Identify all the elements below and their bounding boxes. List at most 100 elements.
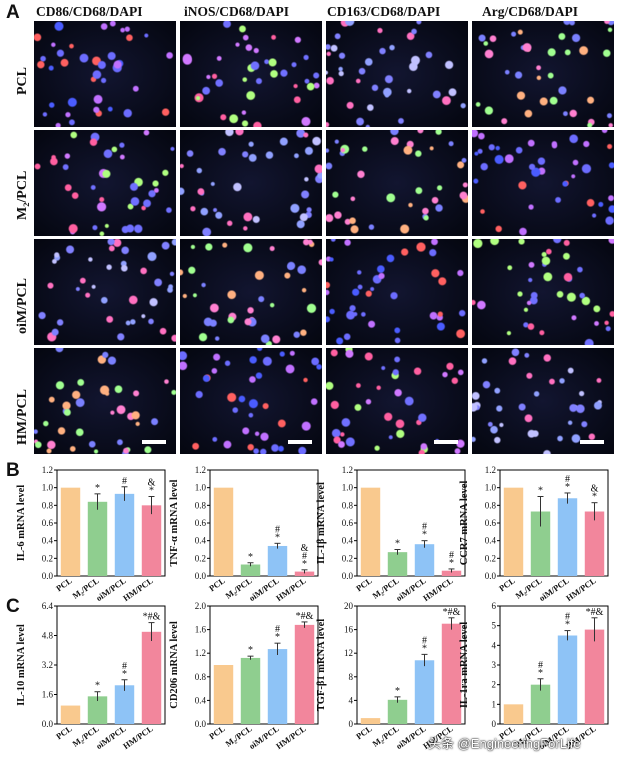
chart-1-significance-4: & [148,478,156,489]
chart-1-significance-3: # [122,476,127,487]
chart-3-bar-4 [441,570,462,576]
chart-7-significance-3: * [422,643,427,654]
micrograph-r1-c3 [326,21,468,127]
chart-3-bar-1 [360,487,381,576]
chart-3-significance-3: * [422,530,427,541]
chart-5-bar-1 [60,705,81,724]
chart-8-ytick-label: 2 [492,680,497,690]
chart-7-bar-3 [414,660,435,724]
chart-4-ytick-label: 0.2 [485,553,496,563]
chart-4-significance-3: # [565,474,570,485]
chart-7-frame [356,605,466,725]
chart-6-bar-3 [267,649,288,724]
chart-8-bar-3 [557,635,578,724]
chart-8-significance-3: # [565,612,570,623]
chart-4-bar-2 [530,511,551,576]
micrograph-r4-c4 [472,348,614,454]
chart-2-bar-2 [240,564,261,576]
chart-2-significance-3: # [275,524,280,535]
chart-4-significance-4: * [592,492,597,503]
chart-8-bar-4 [584,629,605,724]
chart-2-ytick-label: 0.6 [195,518,207,528]
chart-2-ylabel: TNF-α mRNA level [169,479,180,566]
chart-7-category-1: PCL [354,723,374,741]
chart-4-significance-3: * [565,482,570,493]
chart-3-ylabel: IL-1β mRNA level [316,482,327,564]
chart-3-significance-4: * [449,558,454,569]
chart-4-significance-4: & [591,484,599,495]
chart-2-ytick-label: 0.2 [195,553,206,563]
chart-3-ytick-label: 0.0 [342,571,354,581]
chart-3-significance-3: # [422,522,427,533]
micrograph-r2-c2 [180,130,322,236]
chart-1-ytick-label: 0.0 [42,571,54,581]
chart-7-ytick-label: 16 [344,625,354,635]
chart-4-bar-4 [584,511,605,576]
chart-3-ytick-label: 1.2 [342,465,353,475]
chart-3-ytick-label: 0.8 [342,500,354,510]
chart-5-bar-3 [114,685,135,724]
chart-5-ylabel: IL-10 mRNA level [16,624,27,706]
chart-1-bar-4 [141,505,162,576]
chart-4-category-1: PCL [497,575,517,593]
chart-3-significance-4: # [449,550,454,561]
chart-6-category-4: HM/PCL [274,723,308,751]
chart-7-ytick-label: 12 [344,648,353,658]
chart-3-bar-2 [387,552,408,576]
micrograph-r2-c3 [326,130,468,236]
micrograph-r3-c4 [472,239,614,345]
column-header-cd86: CD86/CD68/DAPI [36,4,143,19]
chart-2-significance-3: * [275,532,280,543]
scale-bar [288,440,312,444]
chart-6-ytick-label: 1.6 [195,625,207,635]
chart-6-bar-1 [213,665,234,724]
chart-4-ytick-label: 1.2 [485,465,496,475]
watermark: 头条 @EngineeringForLife [428,736,581,751]
chart-4-category-4: HM/PCL [564,575,598,603]
chart-2-significance-4: # [302,551,307,562]
chart-4-ytick-label: 0.8 [485,500,497,510]
chart-1-bar-2 [87,501,108,576]
chart-5-significance-4: *#& [143,612,161,623]
chart-7-ytick-label: 20 [344,601,354,611]
chart-5-significance-3: * [122,669,127,680]
chart-8-significance-2: * [538,668,543,679]
chart-5-ytick-label: 1.6 [42,690,54,700]
micrograph-r4-c2 [180,348,322,454]
chart-5-bar-2 [87,696,108,724]
chart-4-ytick-label: 0.6 [485,518,497,528]
micrograph-r1-c4 [472,21,614,127]
chart-1-bar-1 [60,487,81,576]
chart-1-ytick-label: 0.6 [42,518,54,528]
chart-2-ytick-label: 0.0 [195,571,207,581]
chart-3-significance-2: * [395,539,400,550]
micrograph-r2-c1 [34,130,176,236]
chart-6-ytick-label: 0.4 [195,695,207,705]
chart-6-ytick-label: 0.0 [195,719,207,729]
chart-8-bar-2 [530,684,551,724]
chart-7-ylabel: TGF-β1 mRNA level [316,619,327,712]
chart-1-ylabel: IL-6 mRNA level [16,485,27,561]
chart-1-ytick-label: 0.4 [42,536,54,546]
chart-6-bar-2 [240,657,261,724]
chart-1-ytick-label: 0.2 [42,553,53,563]
chart-7-ytick-label: 8 [349,672,354,682]
chart-4-bar-3 [557,498,578,576]
chart-2-ytick-label: 1.2 [195,465,206,475]
chart-1-bar-3 [114,493,135,576]
chart-4-ytick-label: 0.4 [485,536,497,546]
column-header-cd163: CD163/CD68/DAPI [327,4,441,19]
chart-6-significance-2: * [248,645,253,656]
chart-7-significance-4: *#& [443,607,461,618]
chart-8-significance-2: # [538,660,543,671]
chart-4-ylabel: CCR7 mRNA level [459,481,470,566]
chart-3-ytick-label: 1.0 [342,483,354,493]
chart-3-ytick-label: 0.4 [342,536,354,546]
chart-3-category-1: PCL [354,575,374,593]
chart-2-significance-2: * [248,552,253,563]
micrograph-r3-c3 [326,239,468,345]
chart-8-ytick-label: 3 [492,660,497,670]
chart-6-category-1: PCL [207,723,227,741]
chart-2-bar-3 [267,545,288,576]
chart-6-frame [209,605,319,725]
